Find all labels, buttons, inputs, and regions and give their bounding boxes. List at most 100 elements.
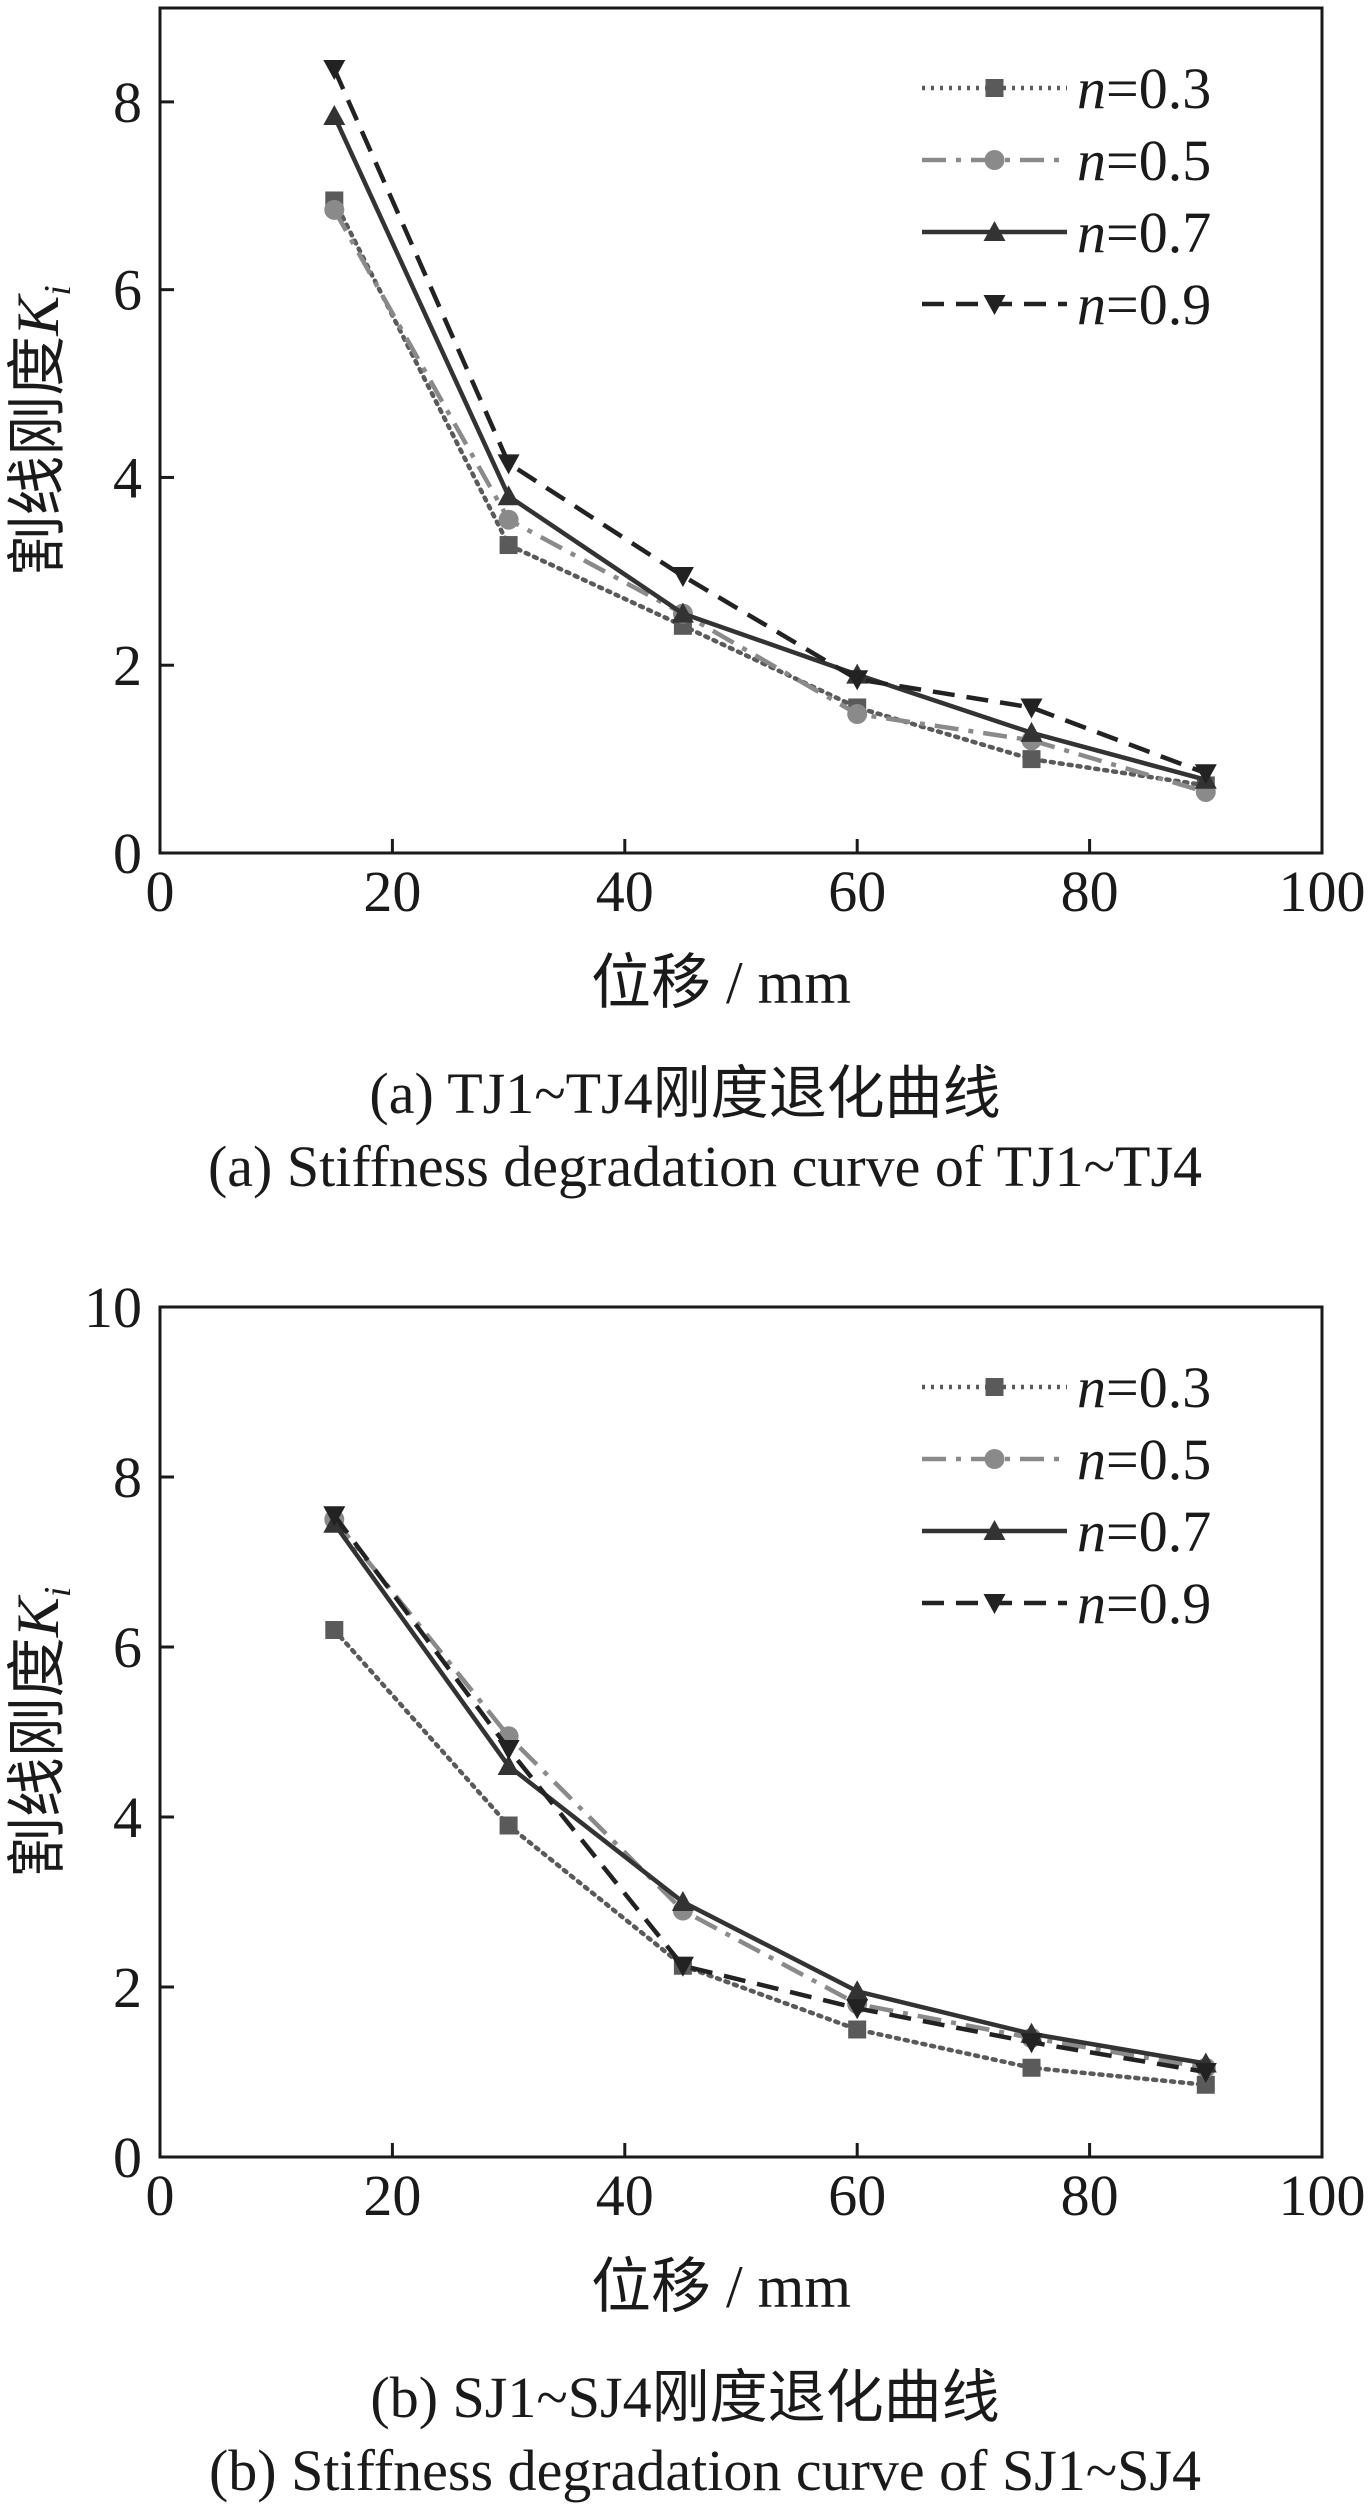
- data-point: [1020, 721, 1043, 742]
- caption-english: (b) Stiffness degradation curve of SJ1~S…: [209, 2438, 1201, 2503]
- data-point: [499, 1816, 518, 1835]
- legend: n=0.3n=0.5n=0.7n=0.9: [922, 56, 1211, 337]
- y-tick-label: 4: [113, 445, 142, 510]
- legend-value: =0.3: [1106, 1355, 1211, 1420]
- y-tick-label: 8: [113, 70, 142, 135]
- y-tick-label: 2: [113, 633, 142, 698]
- series-n=0.9: [323, 60, 1217, 785]
- legend-value: =0.5: [1106, 1427, 1211, 1492]
- series-n=0.7: [323, 1512, 1217, 2073]
- legend-item: n=0.5: [922, 1427, 1211, 1492]
- data-point: [325, 1621, 344, 1639]
- legend-var: n: [1077, 1499, 1106, 1564]
- legend-var: n: [1077, 200, 1106, 265]
- x-tick-label: 100: [1279, 2163, 1366, 2228]
- y-tick-label: 6: [113, 1615, 142, 1680]
- legend-marker: [983, 221, 1006, 241]
- data-point: [1022, 2058, 1041, 2077]
- series-line: [332, 208, 1207, 795]
- legend-marker: [985, 1378, 1004, 1396]
- caption-chinese: (b) SJ1~SJ4刚度退化曲线: [370, 2365, 999, 2430]
- y-axis-title-var: K: [5, 293, 71, 337]
- legend-item: n=0.5: [922, 128, 1211, 193]
- series-line: [332, 198, 1209, 788]
- series-line: [332, 115, 1207, 782]
- legend-label: n=0.3: [1077, 1355, 1211, 1420]
- legend-value: =0.5: [1106, 128, 1211, 193]
- data-point: [497, 1740, 520, 1760]
- y-axis-title-sub: i: [37, 285, 79, 296]
- series-line: [332, 1518, 1207, 2071]
- legend-label: n=0.9: [1077, 1571, 1211, 1636]
- legend-value: =0.9: [1106, 272, 1211, 337]
- series-n=0.9: [323, 1506, 1217, 2083]
- x-tick-label: 40: [596, 859, 654, 924]
- legend-value: =0.7: [1106, 1499, 1211, 1564]
- data-point: [499, 536, 518, 555]
- plot-frame: [158, 1305, 1324, 2159]
- y-axis-title-var: K: [5, 1594, 71, 1638]
- data-point: [846, 1980, 869, 2001]
- data-point: [323, 1506, 346, 1527]
- legend-marker: [983, 1520, 1006, 1540]
- series-line: [332, 1522, 1207, 2066]
- y-tick-label: 10: [84, 1275, 142, 1340]
- x-tick-label: 100: [1279, 859, 1366, 924]
- series-line: [332, 1627, 1209, 2088]
- x-tick-label: 80: [1061, 859, 1119, 924]
- data-point: [1194, 2063, 1217, 2083]
- data-point: [847, 704, 868, 725]
- legend-item: n=0.3: [922, 1355, 1211, 1420]
- data-point: [671, 1891, 694, 1911]
- data-point: [323, 60, 346, 81]
- data-point: [846, 1999, 869, 2020]
- legend-marker: [983, 1594, 1006, 1614]
- y-axis-title-text: 割线刚度: [5, 1637, 71, 1877]
- data-point: [497, 454, 520, 475]
- legend-marker: [984, 1449, 1005, 1469]
- x-tick-label: 80: [1061, 2163, 1119, 2228]
- y-axis-title: 割线刚度Ki: [5, 285, 79, 576]
- x-tick-label: 0: [146, 859, 175, 924]
- y-tick-label: 8: [113, 1445, 142, 1510]
- legend-var: n: [1077, 128, 1106, 193]
- legend-label: n=0.3: [1077, 56, 1211, 121]
- legend-item: n=0.7: [922, 1499, 1211, 1564]
- y-axis-title: 割线刚度Ki: [5, 1587, 79, 1878]
- legend-label: n=0.5: [1077, 128, 1211, 193]
- legend-item: n=0.3: [922, 56, 1211, 121]
- legend-var: n: [1077, 1355, 1106, 1420]
- data-point: [497, 485, 520, 506]
- plot-frame: [158, 6, 1324, 855]
- series-line: [332, 68, 1207, 776]
- legend-item: n=0.9: [922, 1571, 1211, 1636]
- data-point: [1194, 764, 1217, 785]
- legend-label: n=0.7: [1077, 1499, 1211, 1564]
- legend-value: =0.9: [1106, 1571, 1211, 1636]
- legend-marker: [984, 150, 1005, 170]
- legend-label: n=0.9: [1077, 272, 1211, 337]
- data-point: [1022, 750, 1041, 769]
- legend-var: n: [1077, 1427, 1106, 1492]
- series-line: [332, 1513, 1207, 2075]
- data-point: [497, 1755, 520, 1775]
- caption-english: (a) Stiffness degradation curve of TJ1~T…: [208, 1134, 1202, 1199]
- y-axis-title-sub: i: [37, 1587, 79, 1598]
- data-point: [848, 2020, 867, 2039]
- data-point: [1020, 2033, 1043, 2054]
- legend-label: n=0.7: [1077, 200, 1211, 265]
- x-tick-label: 40: [596, 2163, 654, 2228]
- data-point: [846, 670, 869, 691]
- data-point: [671, 602, 694, 623]
- y-tick-label: 6: [113, 258, 142, 323]
- legend-var: n: [1077, 1571, 1106, 1636]
- y-tick-label: 0: [113, 2125, 142, 2190]
- data-point: [1196, 2075, 1215, 2094]
- series-n=0.3: [325, 1621, 1215, 2094]
- legend: n=0.3n=0.5n=0.7n=0.9: [922, 1355, 1211, 1636]
- x-tick-label: 20: [363, 859, 421, 924]
- x-axis-title: 位移 / mm: [591, 950, 851, 1016]
